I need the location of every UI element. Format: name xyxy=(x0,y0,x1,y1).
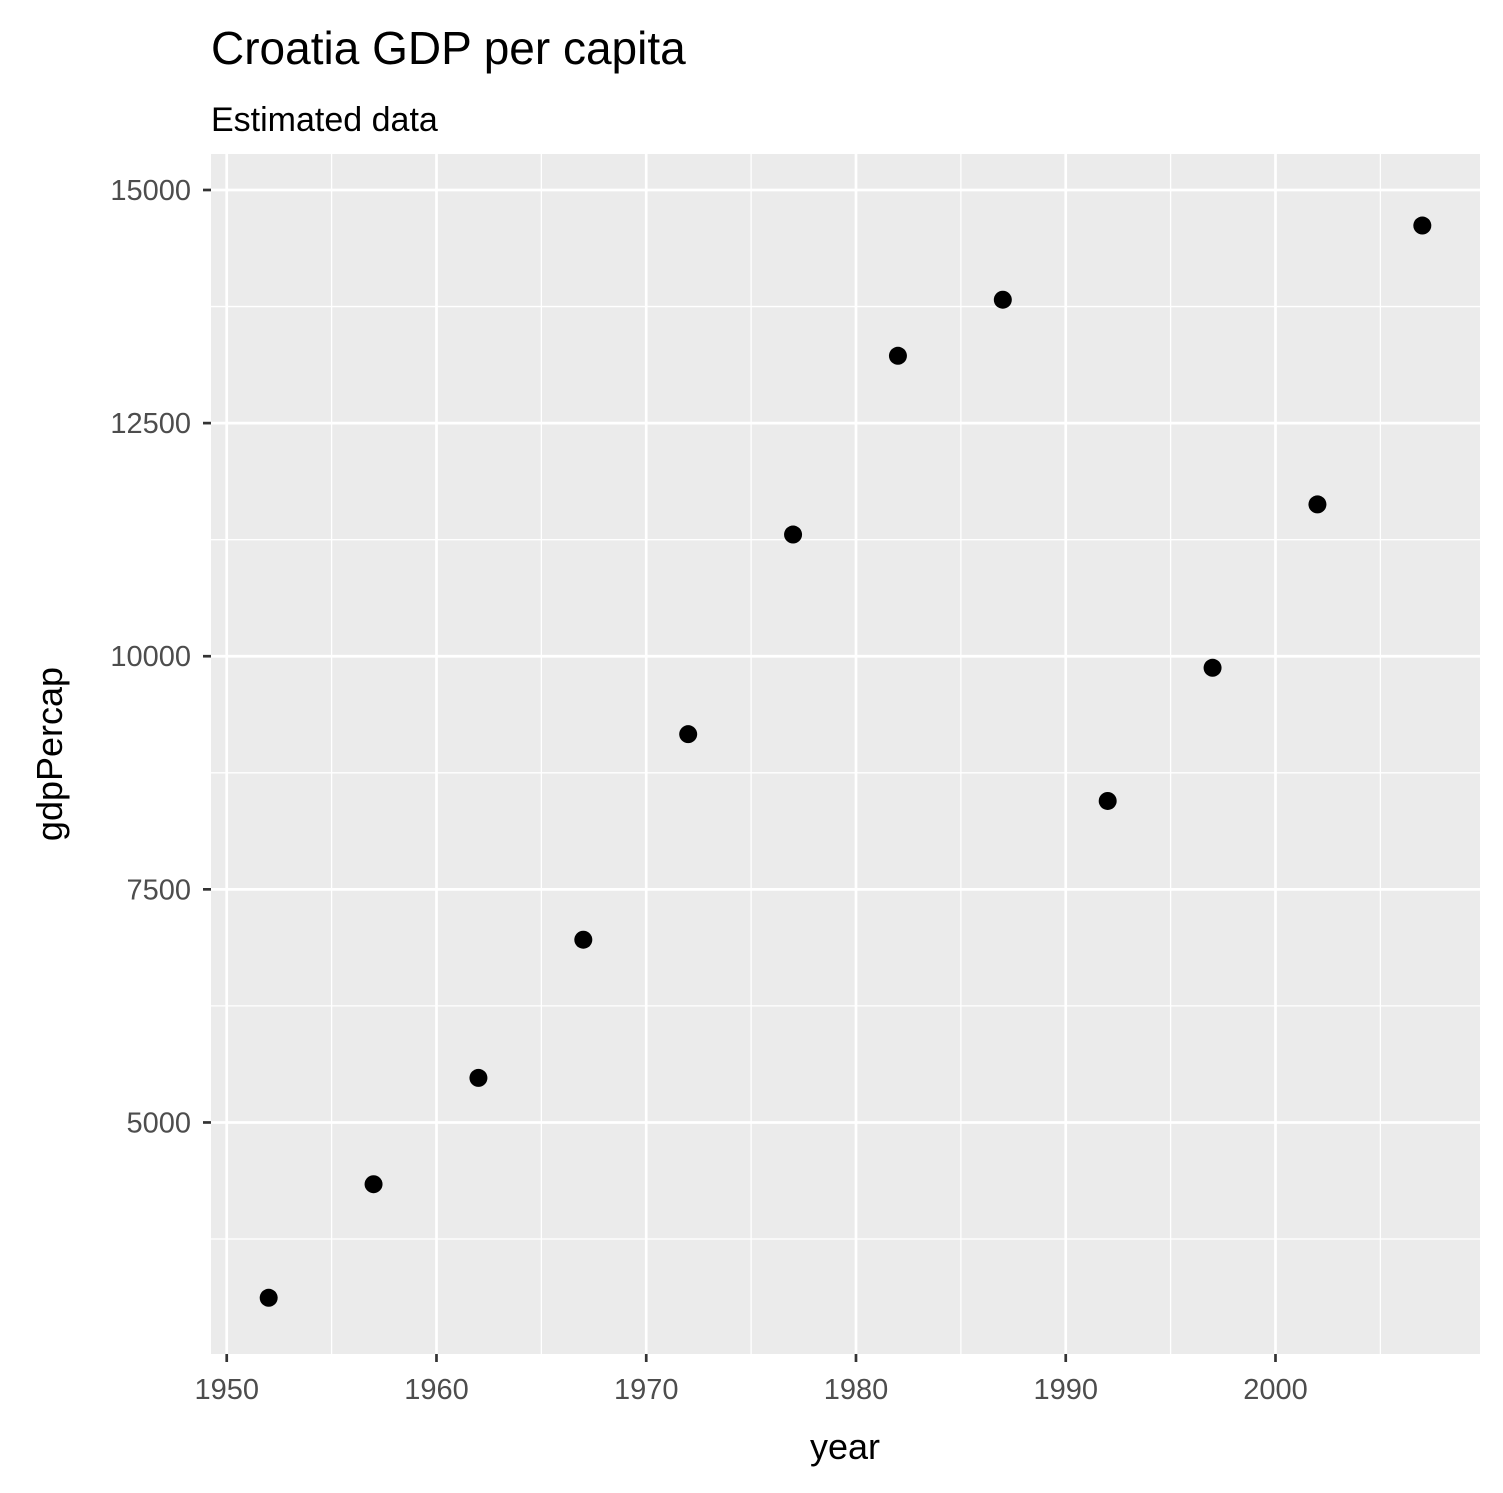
data-point xyxy=(888,346,907,365)
y-tick-label: 7500 xyxy=(126,874,191,906)
data-point xyxy=(574,930,593,949)
x-tick-label: 2000 xyxy=(1243,1374,1308,1406)
data-point xyxy=(1203,658,1222,677)
y-tick-label: 10000 xyxy=(110,641,191,673)
x-tick-label: 1950 xyxy=(194,1374,259,1406)
data-point xyxy=(1308,495,1327,514)
data-point xyxy=(259,1288,278,1307)
minor-gridlines xyxy=(211,154,1480,1354)
x-axis-title: year xyxy=(810,1426,880,1467)
y-axis: 5000 7500 10000 12500 15000 xyxy=(110,175,211,1139)
x-tick-label: 1990 xyxy=(1033,1374,1098,1406)
y-tick-label: 12500 xyxy=(110,408,191,440)
x-tick-label: 1960 xyxy=(404,1374,469,1406)
data-point xyxy=(993,290,1012,309)
y-axis-title: gdpPercap xyxy=(29,667,70,841)
data-point xyxy=(469,1068,488,1087)
chart-subtitle: Estimated data xyxy=(211,101,438,139)
data-point xyxy=(1413,216,1432,235)
y-tick-label: 5000 xyxy=(126,1107,191,1139)
chart-title: Croatia GDP per capita xyxy=(211,22,686,74)
data-point xyxy=(364,1175,383,1194)
x-tick-label: 1980 xyxy=(824,1374,889,1406)
data-point xyxy=(1098,791,1117,810)
x-tick-label: 1970 xyxy=(614,1374,679,1406)
major-gridlines xyxy=(211,154,1480,1354)
x-axis: 1950 1960 1970 1980 1990 2000 xyxy=(194,1354,1308,1406)
data-point xyxy=(679,725,698,744)
y-tick-label: 15000 xyxy=(110,175,191,207)
data-points xyxy=(259,216,1432,1307)
data-point xyxy=(784,525,803,544)
plot-panel xyxy=(211,154,1480,1354)
